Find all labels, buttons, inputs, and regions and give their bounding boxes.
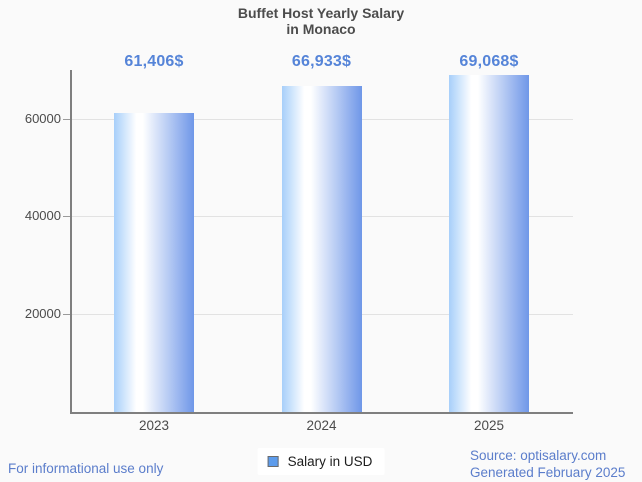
- value-label-2023: 61,406$: [124, 53, 184, 70]
- x-axis-label-2025: 2025: [473, 418, 505, 433]
- y-axis-tick-40000: [63, 216, 70, 217]
- legend-label: Salary in USD: [287, 454, 373, 469]
- legend: Salary in USD: [257, 448, 385, 475]
- y-axis-label-20000: 20000: [24, 306, 61, 321]
- bar-2023[interactable]: [114, 113, 194, 412]
- x-axis-label-2024: 2024: [306, 418, 337, 433]
- x-axis-line: [70, 412, 573, 414]
- source-link[interactable]: Source: optisalary.com: [470, 448, 607, 463]
- chart-title: Buffet Host Yearly Salary in Monaco: [0, 5, 642, 37]
- chart-title-line1: Buffet Host Yearly Salary: [237, 5, 405, 21]
- generated-date: Generated February 2025: [470, 465, 626, 480]
- y-axis-line: [70, 70, 72, 412]
- value-label-2025: 69,068$: [459, 53, 519, 70]
- y-axis-label-60000: 60000: [24, 111, 61, 126]
- y-axis-tick-60000: [63, 119, 70, 120]
- disclaimer-text: For informational use only: [8, 461, 164, 476]
- source-block: Source: optisalary.com Generated Februar…: [470, 447, 625, 481]
- bar-2025[interactable]: [449, 75, 529, 412]
- bar-2024[interactable]: [281, 86, 362, 412]
- legend-swatch-icon: [267, 456, 279, 467]
- chart-title-line2: in Monaco: [286, 21, 356, 37]
- y-axis-label-40000: 40000: [24, 208, 61, 223]
- value-label-2024: 66,933$: [291, 53, 352, 70]
- x-axis-label-2023: 2023: [138, 418, 170, 433]
- y-axis-tick-20000: [63, 314, 70, 315]
